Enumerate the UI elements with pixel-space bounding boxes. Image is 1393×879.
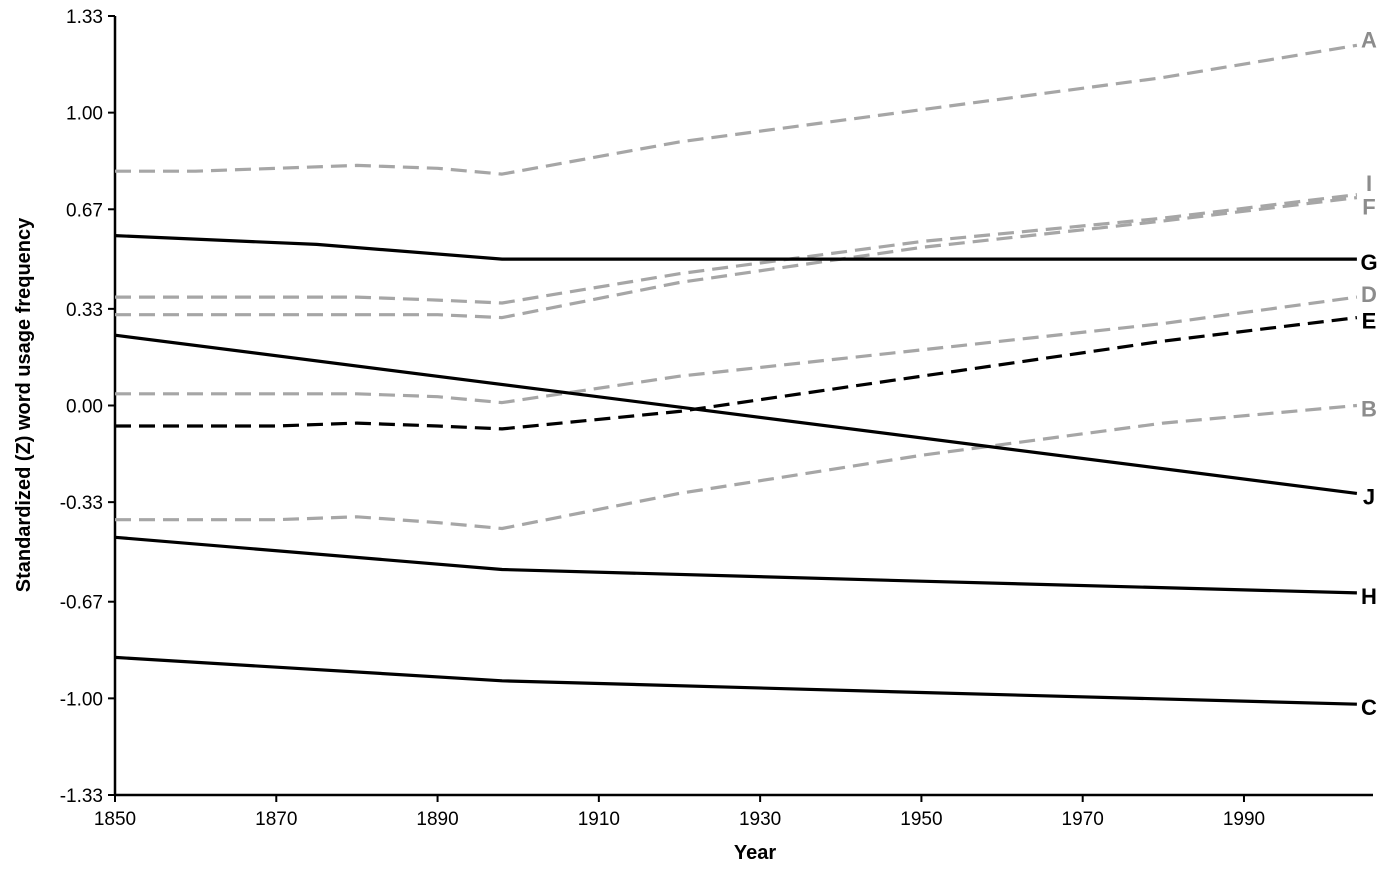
series-line-g (114, 234, 1357, 261)
series-labels: A IF GDE B J H C (1360, 27, 1377, 720)
series-label-e: E (1362, 309, 1377, 334)
series-line-a (115, 43, 1358, 176)
y-tick-label: -1.33 (60, 786, 103, 807)
series-label-d: D (1361, 282, 1377, 307)
x-tick-label: 1950 (900, 809, 942, 830)
series-label-b: B (1361, 396, 1377, 421)
x-ticks: 1850 1870 1890 1910 1930 1950 1970 1990 (94, 795, 1265, 830)
series-label-h: H (1361, 584, 1377, 609)
y-axis-title: Standardized (Z) word usage frequency (13, 217, 35, 592)
series-label-c: C (1361, 695, 1377, 720)
series-lines (114, 43, 1358, 706)
y-tick-label: 1.33 (66, 7, 103, 28)
x-tick-label: 1850 (94, 809, 136, 830)
y-tick-label: 1.00 (66, 104, 103, 125)
series-label-g: G (1360, 250, 1377, 275)
series-label-a: A (1361, 27, 1377, 52)
x-tick-label: 1970 (1062, 809, 1104, 830)
series-line-c (114, 655, 1357, 706)
series-line-h (114, 535, 1357, 595)
series-line-b (115, 403, 1358, 531)
y-tick-label: -1.00 (60, 689, 103, 710)
series-line-e (115, 316, 1358, 431)
x-tick-label: 1890 (416, 809, 458, 830)
x-tick-label: 1990 (1223, 809, 1265, 830)
series-line-i (115, 193, 1358, 305)
y-tick-label: 0.33 (66, 300, 103, 321)
series-line-f (115, 196, 1358, 320)
x-axis-title: Year (734, 842, 776, 864)
series-label-j: J (1363, 484, 1375, 509)
y-tick-label: -0.33 (60, 493, 103, 514)
series-label-f: F (1362, 194, 1375, 219)
y-ticks: -1.33 -1.00 -0.67 -0.33 0.00 0.33 0.67 1.00 1.33 (60, 7, 115, 807)
y-tick-label: -0.67 (60, 593, 103, 614)
x-tick-label: 1930 (739, 809, 781, 830)
x-tick-label: 1910 (578, 809, 620, 830)
series-line-j (114, 333, 1358, 495)
series-line-d (115, 295, 1358, 405)
x-tick-label: 1870 (255, 809, 297, 830)
y-tick-label: 0.67 (66, 200, 103, 221)
series-label-i: I (1366, 171, 1372, 196)
y-tick-label: 0.00 (66, 397, 103, 418)
